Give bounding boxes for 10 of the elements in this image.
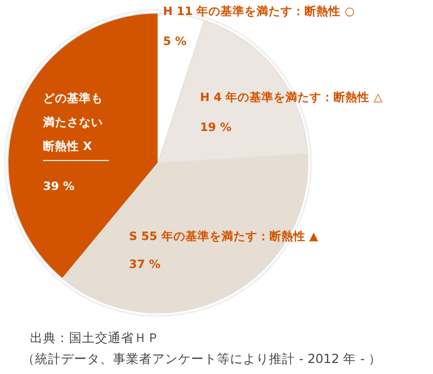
slice-label: S 55 年の基準を満たす：断熱性 ▲ (129, 228, 318, 245)
data-label: 5 % (163, 33, 187, 50)
data-label: 37 % (129, 256, 161, 273)
source-note: 出典：国土交通省ＨＰ (30, 330, 160, 347)
slice-label: どの基準も満たさない断熱性 X (43, 86, 109, 161)
data-label: 39 % (43, 178, 75, 195)
data-label: 19 % (200, 119, 232, 136)
slice-label: H 11 年の基準を満たす：断熱性 ○ (163, 3, 355, 20)
slice-label: H 4 年の基準を満たす：断熱性 △ (200, 89, 382, 106)
text: （統計データ、事業者アンケート等により推計 - 2012 年 - ） (22, 351, 382, 368)
